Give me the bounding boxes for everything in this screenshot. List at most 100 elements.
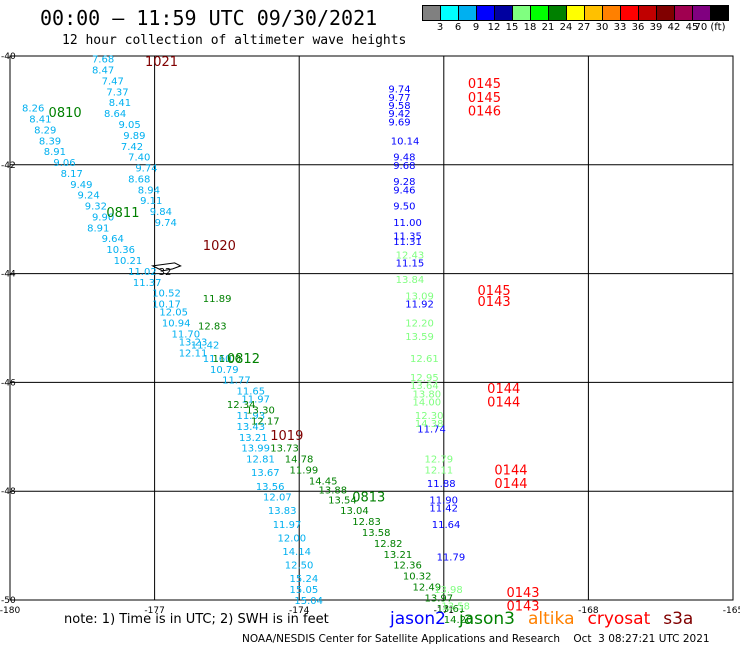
- color-scale-label: 3: [436, 22, 444, 33]
- wave-height-value: 8.64: [104, 109, 126, 120]
- wave-height-value: 11.15: [396, 259, 425, 270]
- units-note: note: 1) Time is in UTC; 2) SWH is in fe…: [64, 612, 329, 627]
- wave-height-value: 12.95: [410, 373, 439, 384]
- wave-height-value: 12.36: [393, 561, 422, 572]
- wave-height-value: 8.39: [39, 136, 61, 147]
- pass-time-label: 0812: [227, 352, 260, 367]
- wave-height-value: 15.24: [290, 574, 319, 585]
- wave-height-value: 8.94: [138, 185, 160, 196]
- color-scale-label: 30: [595, 22, 609, 33]
- wave-height-value: 10.52: [152, 289, 181, 300]
- wave-height-value: 8.91: [44, 147, 66, 158]
- satellite-legend: jason2 jason3 altika cryosat s3a: [390, 609, 706, 629]
- wave-height-value: 11.77: [222, 376, 251, 387]
- wave-height-value: 7.37: [106, 87, 128, 98]
- pass-time-label: 0145: [468, 77, 501, 92]
- wave-height-value: 11.42: [191, 340, 220, 351]
- wave-height-value: 13.21: [384, 550, 413, 561]
- wave-height-value: 8.91: [87, 223, 109, 234]
- wave-height-value: 13.21: [239, 433, 268, 444]
- lon-tick-label: -180: [0, 606, 20, 616]
- wave-height-value: 12.30: [415, 411, 444, 422]
- wave-height-value: 11.99: [290, 465, 319, 476]
- wave-height-value: 12.00: [278, 533, 307, 544]
- color-scale-label: 27: [577, 22, 591, 33]
- map-subtitle: 12 hour collection of altimeter wave hei…: [62, 33, 407, 48]
- wave-height-value: 13.67: [251, 468, 280, 479]
- wave-height-value: 9.89: [123, 131, 145, 142]
- lat-tick-label: -48: [1, 487, 16, 497]
- wave-height-value: 14.45: [309, 476, 338, 487]
- wave-height-value: 9.46: [393, 185, 415, 196]
- wave-height-value: 10.79: [210, 365, 239, 376]
- lat-tick-label: -50: [1, 596, 16, 606]
- wave-height-value: 13.59: [405, 332, 434, 343]
- wave-height-value: 11.79: [437, 552, 466, 563]
- wave-height-value: 13.54: [328, 495, 357, 506]
- wave-height-value: 9.05: [118, 120, 140, 131]
- color-scale-label: 9: [472, 22, 480, 33]
- legend-item: altika: [528, 609, 575, 629]
- wave-height-value: 13.04: [340, 506, 369, 517]
- lat-tick-label: -44: [1, 270, 16, 280]
- color-scale-label: 70 (ft): [694, 22, 726, 33]
- wave-height-value: 12.17: [251, 416, 280, 427]
- color-scale-label: 39: [649, 22, 663, 33]
- wave-height-value: 13.58: [441, 601, 470, 612]
- wave-height-value: 11.02: [128, 267, 157, 278]
- wave-height-value: 13.30: [246, 406, 275, 417]
- lat-tick-label: -46: [1, 378, 16, 388]
- pass-time-label: 0144: [487, 382, 520, 397]
- wave-height-value: 13.61: [437, 604, 466, 615]
- wave-height-value: 9.74: [155, 218, 177, 229]
- color-swatch: [710, 5, 729, 21]
- pass-time-label: 1020: [203, 239, 236, 254]
- wave-height-value: 12.79: [425, 455, 454, 466]
- wave-height-value: 11.93: [237, 411, 266, 422]
- wave-height-value: 12.11: [425, 465, 454, 476]
- wave-height-value: 9.64: [102, 234, 124, 245]
- wave-height-value: 14.20: [444, 615, 473, 626]
- wave-height-value: 9.32: [85, 202, 107, 213]
- wave-height-value: 9.74: [388, 85, 410, 96]
- color-scale-label: 18: [523, 22, 537, 33]
- wave-height-value: 9.24: [77, 191, 99, 202]
- wave-height-value: 13.64: [410, 381, 439, 392]
- wave-height-value: 13.84: [396, 275, 425, 286]
- wave-height-value: 8.26: [22, 104, 44, 115]
- pass-time-label: 0143: [506, 586, 539, 601]
- color-scale-label: 36: [631, 22, 645, 33]
- wave-height-value: 10.17: [152, 300, 181, 311]
- wave-height-value: 13.80: [412, 389, 441, 400]
- wave-height-value: 13.09: [405, 291, 434, 302]
- wave-height-value: 11.70: [171, 329, 200, 340]
- credit-line: NOAA/NESDIS Center for Satellite Applica…: [242, 633, 710, 645]
- color-scale-label: 15: [505, 22, 519, 33]
- lon-tick-label: -171: [434, 606, 454, 616]
- wave-height-value: 9.06: [53, 158, 75, 169]
- wave-height-value: 8.47: [92, 66, 114, 77]
- wave-height-value: 9.11: [140, 196, 162, 207]
- wave-height-value: 12.82: [374, 539, 403, 550]
- wave-height-value: 12.05: [159, 308, 188, 319]
- lon-tick-label: -165: [723, 606, 740, 616]
- wave-height-value: 11.89: [203, 294, 232, 305]
- wave-height-value: 11.64: [432, 520, 461, 531]
- wave-height-value: 12.07: [263, 493, 292, 504]
- wave-height-value: 10.94: [162, 319, 191, 330]
- wave-height-value: 15.05: [290, 585, 319, 596]
- wave-height-value: 9.74: [135, 164, 157, 175]
- wave-height-value: 9.49: [70, 180, 92, 191]
- pass-time-label: 0145: [468, 91, 501, 106]
- lon-tick-label: -174: [289, 606, 310, 616]
- wave-height-value: 9.50: [393, 202, 415, 213]
- wave-height-value: 13.56: [256, 482, 285, 493]
- legend-item: cryosat: [587, 609, 651, 629]
- pass-time-label: 0146: [468, 104, 501, 119]
- wave-height-value: 8.41: [29, 115, 51, 126]
- wave-height-value: 9.84: [150, 207, 172, 218]
- pass-time-label: 0144: [494, 477, 527, 492]
- legend-item: jason2: [390, 609, 446, 629]
- color-scale-label: 33: [613, 22, 627, 33]
